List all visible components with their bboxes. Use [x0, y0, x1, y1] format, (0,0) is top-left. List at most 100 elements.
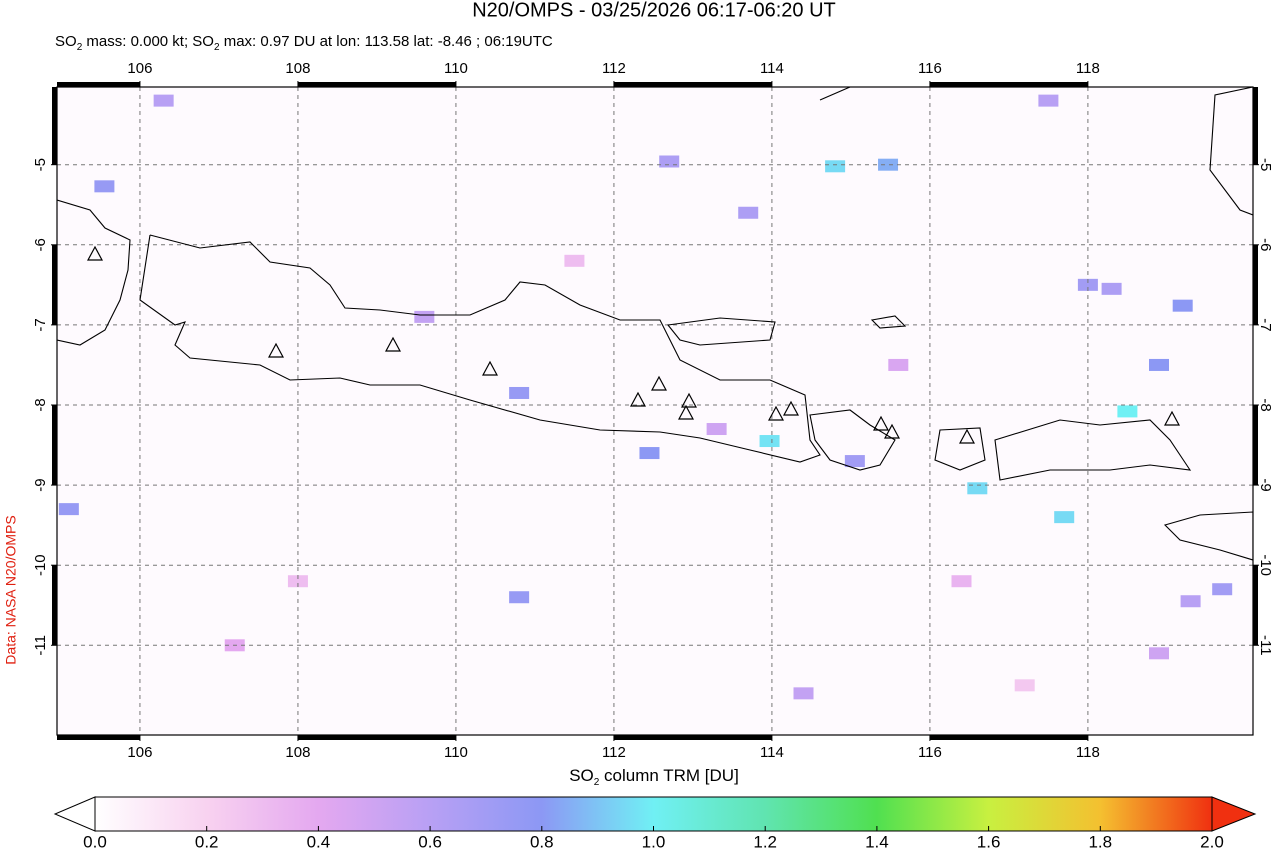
x-tick-label: 108: [285, 60, 310, 77]
so2-pixel: [888, 358, 909, 371]
y-tick-label: -10: [1257, 554, 1272, 576]
colorbar-label: SO2 column TRM [DU]: [569, 766, 739, 788]
y-tick-label: -8: [32, 398, 49, 411]
x-tick-label: 116: [918, 744, 942, 761]
so2-pixel: [1180, 595, 1201, 608]
so2-pixel: [878, 158, 899, 171]
so2-pixel: [509, 591, 530, 604]
volcano: [883, 423, 901, 439]
colorbar-tick-label: 1.4: [865, 832, 889, 851]
frame-bar: [57, 735, 140, 740]
volcano: [1163, 410, 1181, 426]
so2-pixel: [967, 482, 988, 495]
so2-pixel: [509, 386, 530, 399]
title: N20/OMPS - 03/25/2026 06:17-06:20 UT: [472, 0, 836, 21]
coastlines: [57, 87, 1253, 561]
text-part: SO: [55, 33, 77, 50]
colorbar-tick-label: 0.4: [307, 832, 331, 851]
x-tick-label: 112: [602, 744, 626, 761]
x-tick-label: 108: [285, 744, 310, 761]
y-tick-label: -9: [1257, 478, 1272, 491]
so2-pixel: [1054, 511, 1075, 524]
colorbar-over: [1211, 796, 1257, 832]
so2-pixel: [844, 455, 865, 468]
frame-bar: [297, 735, 456, 740]
frame-bar: [52, 565, 57, 646]
x-tick-label: 110: [444, 60, 468, 77]
frame-bar: [1253, 565, 1258, 646]
text-part: mass: 0.000 kt; SO: [82, 33, 214, 50]
volcano: [680, 392, 698, 408]
so2-pixel: [58, 503, 79, 516]
x-tick-label: 116: [918, 60, 942, 77]
so2-pixel: [1172, 299, 1193, 312]
frame-bar: [929, 735, 1088, 740]
y-tick-label: -7: [32, 318, 49, 331]
y-tick-label: -7: [1257, 318, 1272, 331]
frame-bar: [1253, 87, 1258, 165]
colorbar-tick-label: 0.8: [530, 832, 554, 851]
coastline: [934, 427, 986, 471]
coastline: [1209, 87, 1253, 216]
so2-pixel: [1014, 679, 1035, 692]
y-tick-label: -8: [1257, 398, 1272, 411]
volcano: [767, 405, 785, 421]
so2-pixel: [153, 94, 174, 107]
y-tick-label: -10: [32, 554, 49, 576]
volcano: [872, 415, 890, 431]
frame-bar: [297, 82, 456, 87]
axes: 106 106 108 108 110 110 112 112 114 114 116 116 118 1…: [32, 60, 1272, 761]
colorbar-tick-label: 1.6: [977, 832, 1001, 851]
so2-pixel: [1077, 278, 1098, 291]
volcano: [677, 404, 695, 420]
coastline: [819, 87, 851, 101]
frame-bar: [613, 735, 772, 740]
text-part: max: 0.97 DU at lon: 113.58 lat: -8.46 ;…: [220, 33, 553, 50]
volcano: [958, 428, 976, 444]
colorbar-under: [53, 796, 96, 832]
coastline: [666, 317, 776, 346]
frame-bar: [57, 82, 140, 87]
so2-pixel: [706, 423, 727, 436]
volcano: [384, 336, 402, 352]
volcanoes: [86, 245, 1181, 444]
y-tick-label: -11: [32, 635, 49, 656]
text-part: SO: [569, 766, 594, 785]
coastline: [1163, 511, 1253, 561]
so2-pixel: [738, 206, 759, 219]
frame-bar: [52, 244, 57, 325]
so2-pixel: [825, 160, 846, 173]
colorbar-gradient: [94, 796, 1213, 832]
so2-pixel: [1117, 405, 1138, 418]
so2-pixel: [1101, 282, 1122, 295]
volcano: [629, 391, 647, 407]
frame-bar: [1253, 244, 1258, 325]
colorbar-tick-label: 1.0: [642, 832, 666, 851]
credit: Data: NASA N20/OMPS: [3, 515, 19, 664]
so2-pixel: [659, 155, 680, 168]
colorbar-tick-label: 0.6: [418, 832, 442, 851]
colorbar-tick-label: 0.2: [195, 832, 219, 851]
x-tick-label: 118: [1076, 60, 1100, 77]
colorbar-tick-label: 0.0: [83, 832, 107, 851]
frame-bar: [1253, 404, 1258, 486]
volcano: [650, 375, 668, 391]
grid: [57, 87, 1253, 735]
so2-pixel: [759, 435, 780, 448]
volcano: [782, 400, 800, 416]
coastline: [994, 419, 1192, 481]
x-tick-label: 110: [444, 744, 468, 761]
volcano: [267, 342, 285, 358]
so2-pixel: [287, 575, 308, 588]
y-tick-label: -6: [1257, 238, 1272, 251]
text-part: column TRM [DU]: [599, 766, 739, 785]
coastline: [870, 315, 907, 329]
subscript: 2: [77, 42, 83, 53]
so2-pixel: [414, 310, 435, 323]
volcano: [86, 245, 104, 261]
x-tick-label: 106: [127, 744, 152, 761]
so2-pixel: [564, 254, 585, 267]
frame-bar: [52, 87, 57, 165]
x-tick-label: 118: [1076, 744, 1100, 761]
x-tick-label: 106: [127, 60, 152, 77]
